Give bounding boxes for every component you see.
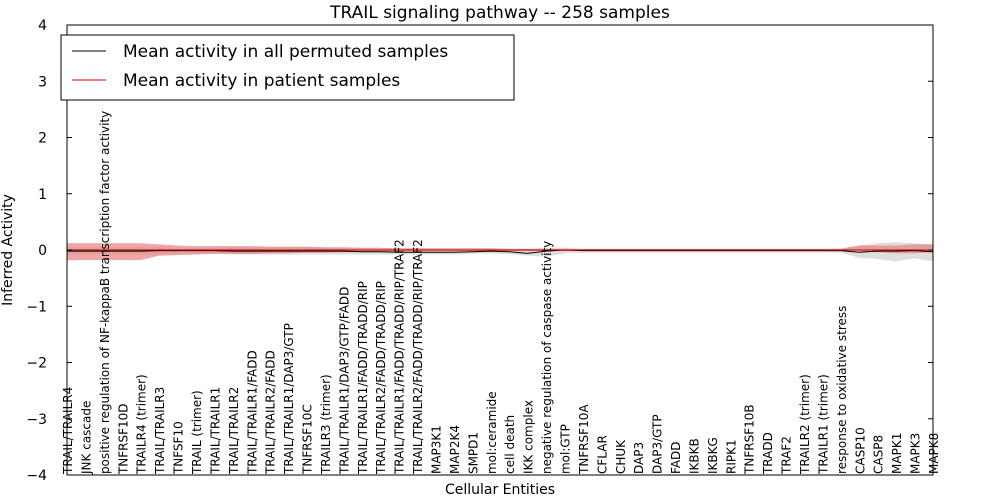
x-category-label: TNFRSF10A — [577, 404, 591, 475]
y-tick-label: −4 — [26, 468, 47, 484]
series-line-0 — [67, 249, 934, 254]
x-axis-label: Cellular Entities — [445, 482, 555, 498]
x-category-label: mol:GTP — [559, 424, 573, 474]
x-category-label: TRAIL/TRAILR1/FADD/TRADD/RIP/TRAF2 — [393, 239, 407, 475]
x-category-label: MAPK3 — [909, 433, 923, 474]
x-category-label: cell death — [503, 415, 517, 474]
x-category-label: TRADD — [761, 432, 775, 475]
series-lines — [67, 249, 934, 254]
x-category-label: TNFSF10 — [172, 421, 186, 475]
x-category-label: TRAIL/TRAILR1/FADD/TRADD/RIP — [356, 281, 370, 475]
x-category-label: CHUK — [614, 439, 628, 474]
x-category-label: MAPK1 — [890, 433, 904, 474]
x-category-label: IKBKB — [688, 438, 702, 474]
x-category-label: IKK complex — [522, 400, 536, 474]
x-category-label: TRAIL/TRAILR2 — [227, 387, 241, 475]
y-tick-label: 2 — [38, 131, 47, 147]
x-category-label: FADD — [669, 441, 683, 474]
x-category-label: CFLAR — [595, 435, 609, 474]
y-tick-label: 4 — [38, 18, 47, 34]
x-category-label: TRAILR4 (trimer) — [135, 374, 149, 475]
x-category-label: TRAILR3 (trimer) — [319, 374, 333, 475]
x-category-label: TRAIL/TRAILR1 — [208, 387, 222, 475]
x-category-label: response to oxidative stress — [835, 306, 849, 474]
y-tick-label: −2 — [26, 356, 47, 372]
y-axis-ticks: 4 3 2 1 0 −1 −2 −3 −4 — [26, 18, 933, 484]
y-axis-label: Inferred Activity — [0, 194, 16, 306]
y-tick-label: 1 — [38, 187, 47, 203]
x-category-label: MAP3K1 — [430, 425, 444, 474]
x-category-label: TRAIL/TRAILR2/FADD/TRADD/RIP/TRAF2 — [411, 239, 425, 475]
x-category-label: CASP10 — [853, 427, 867, 474]
legend-label-permuted: Mean activity in all permuted samples — [123, 42, 448, 62]
legend-box — [60, 34, 515, 101]
x-category-label: MAPK8 — [927, 433, 941, 474]
x-category-label: TRAIL/TRAILR1/DAP3/GTP — [282, 323, 296, 475]
legend-label-patient: Mean activity in patient samples — [123, 71, 400, 91]
x-category-label: DAP3/GTP — [651, 414, 665, 474]
x-category-label: DAP3 — [632, 442, 646, 474]
y-tick-label: 3 — [38, 74, 47, 90]
x-category-label: TRAILR2 (trimer) — [798, 374, 812, 475]
chart-title: TRAIL signaling pathway -- 258 samples — [329, 3, 670, 23]
y-tick-label: 0 — [38, 243, 47, 259]
x-category-label: SMPD1 — [466, 432, 480, 474]
x-category-label: TRAIL/TRAILR2/FADD — [264, 350, 278, 475]
x-category-label: JNK cascade — [79, 401, 93, 475]
x-category-label: IKBKG — [706, 437, 720, 474]
x-axis-category-labels: TRAIL/TRAILR4 JNK cascade positive regulat… — [61, 111, 941, 475]
x-category-label: negative regulation of caspase activity — [540, 241, 554, 474]
x-category-label: MAP2K4 — [448, 425, 462, 474]
x-category-label: TNFRSF10C — [301, 404, 315, 475]
x-category-label: TRAIL (trimer) — [190, 390, 204, 475]
x-category-label: CASP8 — [872, 435, 886, 474]
x-category-label: TRAIL/TRAILR1/DAP3/GTP/FADD — [337, 287, 351, 475]
plot-frame — [66, 24, 934, 476]
confidence-band-1 — [67, 243, 933, 261]
x-category-label: TRAILR1 (trimer) — [816, 374, 830, 475]
y-tick-label: −1 — [26, 299, 47, 315]
y-tick-label: −3 — [26, 412, 47, 428]
x-category-label: TNFRSF10D — [116, 403, 130, 475]
x-category-label: RIPK1 — [724, 439, 738, 474]
x-category-label: TRAIL/TRAILR2/FADD/TRADD/RIP — [374, 281, 388, 475]
x-category-label: TRAIL/TRAILR4 — [61, 387, 75, 475]
x-category-label: TRAF2 — [780, 436, 794, 475]
legend: Mean activity in all permuted samples Me… — [60, 34, 515, 101]
x-category-label: positive regulation of NF-kappaB transcr… — [98, 111, 112, 474]
x-category-label: TNFRSF10B — [743, 404, 757, 475]
x-category-label: mol:ceramide — [485, 391, 499, 474]
x-category-label: TRAIL/TRAILR3 — [153, 387, 167, 475]
x-category-label: TRAIL/TRAILR1/FADD — [245, 350, 259, 475]
